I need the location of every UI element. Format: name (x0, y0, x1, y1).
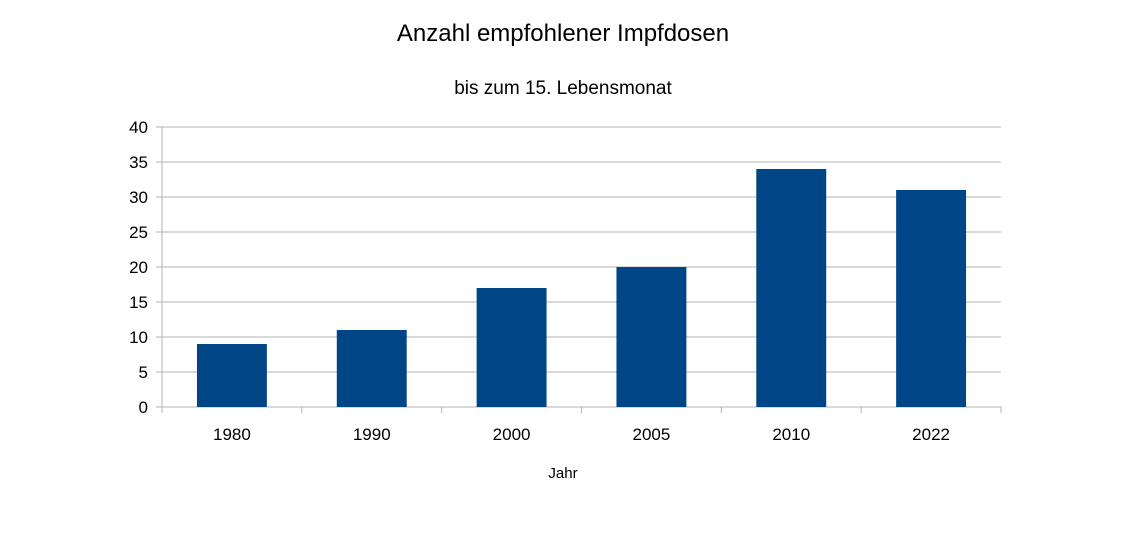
x-axis-title: Jahr (548, 465, 577, 482)
y-tick-label: 5 (139, 363, 148, 382)
x-tick-label: 1990 (353, 425, 391, 444)
y-tick-labels: 0 5 10 15 20 25 30 35 40 (129, 118, 148, 417)
bar-2022 (896, 190, 967, 407)
x-tick-label: 1980 (213, 425, 251, 444)
bar-2000 (476, 288, 547, 407)
y-tick-label: 10 (129, 328, 148, 347)
bar-1990 (336, 330, 407, 407)
y-tick-label: 30 (129, 188, 148, 207)
y-tick-label: 25 (129, 223, 148, 242)
y-tick-label: 20 (129, 258, 148, 277)
y-tick-label: 0 (139, 398, 148, 417)
x-tick-label: 2005 (633, 425, 671, 444)
x-tick-label: 2000 (493, 425, 531, 444)
x-tick-label: 2010 (772, 425, 810, 444)
x-tick-labels: 1980 1990 2000 2005 2010 2022 (213, 425, 950, 444)
axes (156, 126, 1002, 413)
y-tick-label: 35 (129, 153, 148, 172)
chart-subtitle: bis zum 15. Lebensmonat (454, 78, 672, 99)
bar-1980 (196, 344, 267, 407)
chart-title: Anzahl empfohlener Impfdosen (397, 20, 729, 47)
y-tick-label: 15 (129, 293, 148, 312)
bar-2005 (616, 267, 687, 407)
x-tick-label: 2022 (912, 425, 950, 444)
y-tick-label: 40 (129, 118, 148, 137)
bars (196, 169, 967, 407)
gridlines (162, 126, 1001, 373)
bar-2010 (756, 169, 827, 407)
